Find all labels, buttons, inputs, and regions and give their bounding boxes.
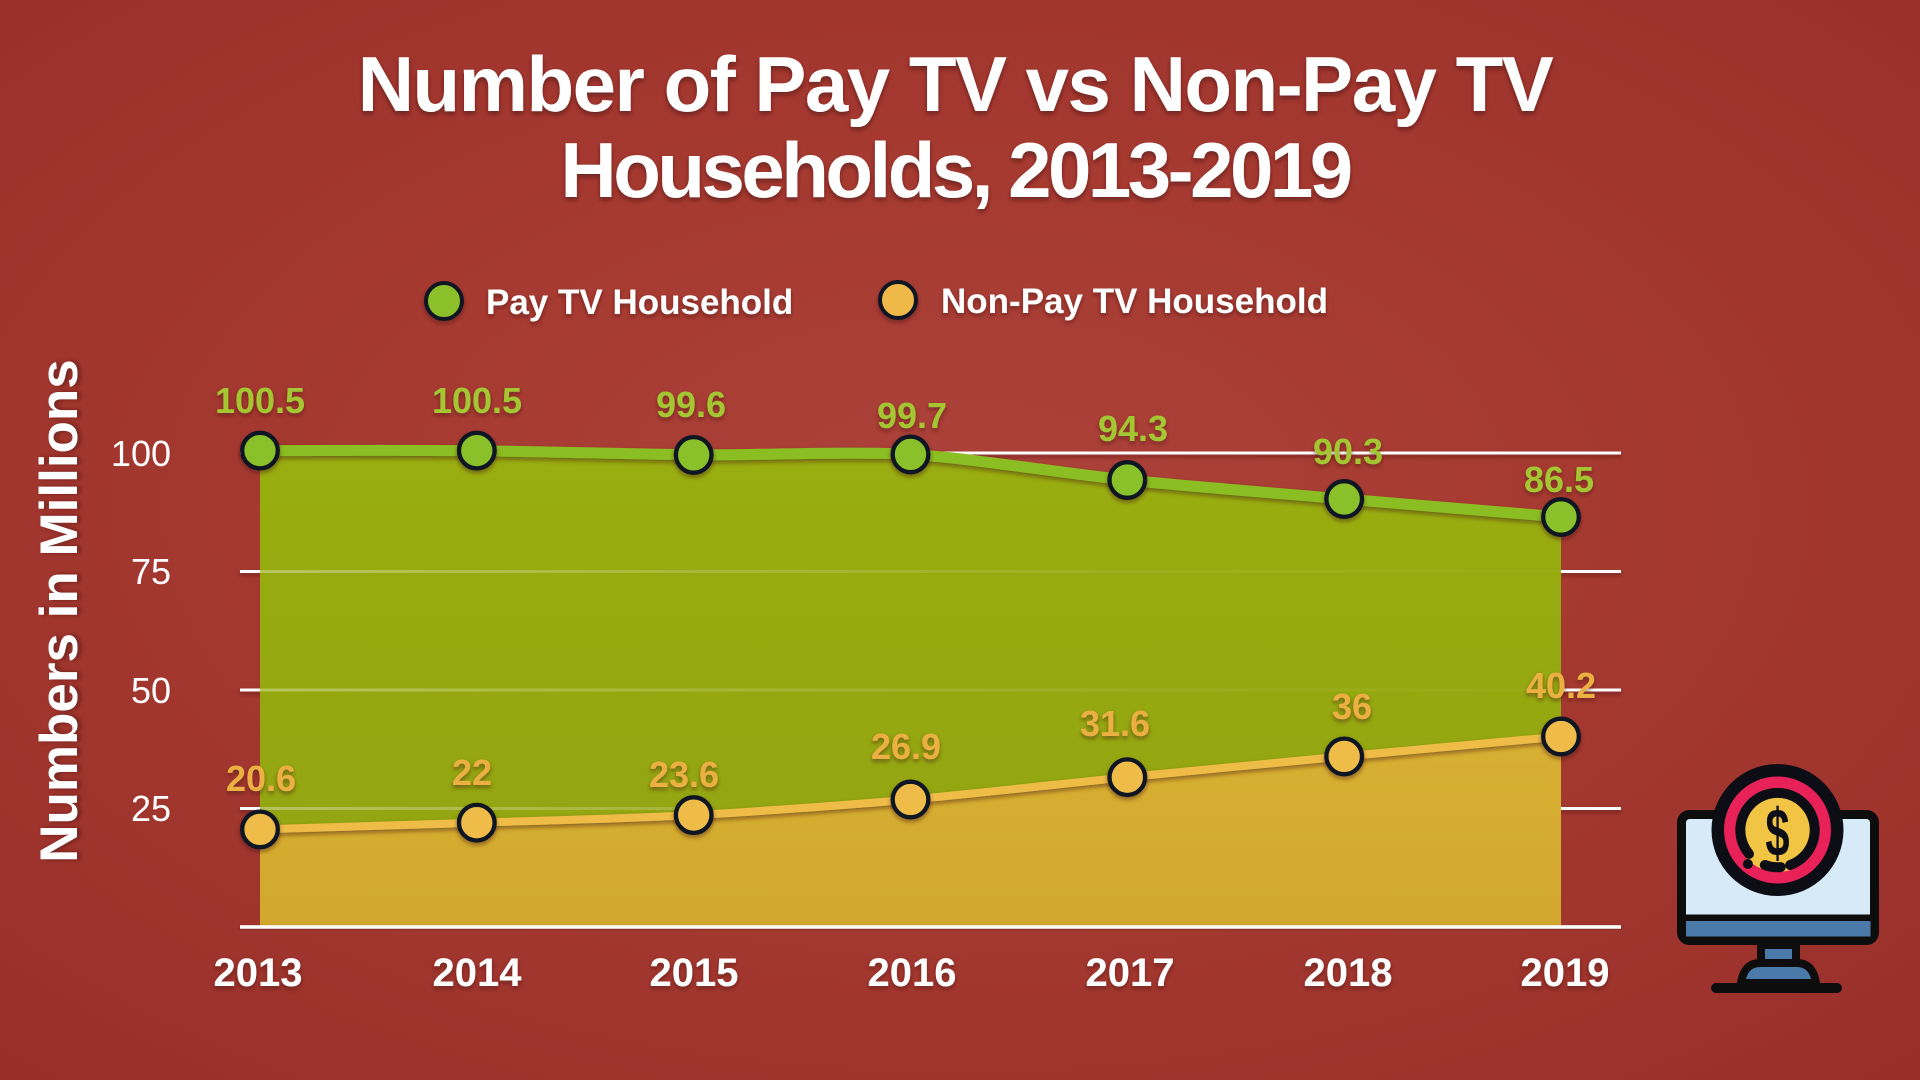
svg-text:Households, 2013-2019: Households, 2013-2019 [560, 126, 1350, 214]
svg-text:31.6: 31.6 [1080, 703, 1150, 744]
svg-text:100: 100 [111, 433, 171, 474]
svg-text:100.5: 100.5 [215, 380, 305, 421]
svg-text:2018: 2018 [1304, 951, 1393, 995]
svg-text:Number of Pay TV vs Non-Pay TV: Number of Pay TV vs Non-Pay TV [358, 40, 1554, 128]
svg-text:75: 75 [131, 551, 171, 592]
svg-text:2017: 2017 [1086, 951, 1175, 995]
svg-text:23.6: 23.6 [649, 754, 719, 795]
svg-text:99.7: 99.7 [877, 395, 947, 436]
svg-text:2015: 2015 [650, 951, 739, 995]
svg-text:100.5: 100.5 [432, 380, 522, 421]
svg-text:40.2: 40.2 [1526, 665, 1596, 706]
svg-text:2019: 2019 [1521, 951, 1610, 995]
svg-text:25: 25 [131, 788, 171, 829]
svg-text:Non-Pay TV Household: Non-Pay TV Household [941, 282, 1328, 321]
svg-text:50: 50 [131, 670, 171, 711]
svg-text:36: 36 [1332, 686, 1372, 727]
svg-text:2013: 2013 [214, 951, 303, 995]
svg-text:26.9: 26.9 [871, 726, 941, 767]
svg-text:Pay TV Household: Pay TV Household [486, 283, 793, 322]
svg-text:90.3: 90.3 [1313, 431, 1383, 472]
svg-text:94.3: 94.3 [1098, 408, 1168, 449]
svg-text:2014: 2014 [433, 951, 523, 995]
svg-text:22: 22 [452, 752, 492, 793]
svg-text:86.5: 86.5 [1524, 459, 1594, 500]
svg-text:20.6: 20.6 [226, 758, 296, 799]
svg-text:99.6: 99.6 [656, 384, 726, 425]
svg-text:$: $ [1765, 795, 1789, 871]
svg-text:2016: 2016 [868, 951, 957, 995]
svg-text:Numbers in Millions: Numbers in Millions [30, 359, 89, 863]
